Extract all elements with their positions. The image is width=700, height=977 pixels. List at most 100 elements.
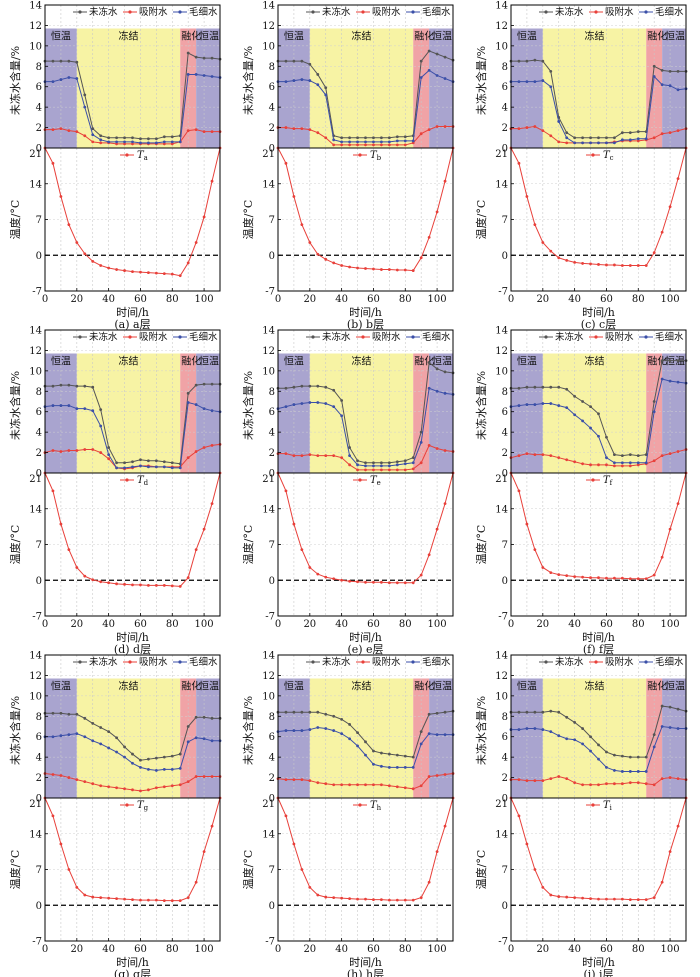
stage-label: 恒温 <box>51 29 71 42</box>
data-point <box>628 770 632 773</box>
data-point <box>668 359 672 363</box>
data-point <box>356 140 359 144</box>
data-point <box>581 896 584 900</box>
data-point <box>517 814 521 818</box>
x-axis-label: 时间/h <box>349 631 382 644</box>
y-tick-label: 10 <box>495 41 508 52</box>
data-point <box>115 136 118 140</box>
data-point <box>292 778 296 782</box>
data-point <box>332 454 336 458</box>
data-point <box>387 136 391 140</box>
data-point <box>435 367 439 371</box>
x-tick-label: 100 <box>428 619 447 630</box>
y-tick-label: 0 <box>269 144 275 155</box>
data-point <box>178 584 182 588</box>
y-tick-label: 14 <box>262 651 275 662</box>
data-point <box>316 384 320 388</box>
legend-marker <box>361 660 365 664</box>
data-point <box>348 446 351 449</box>
data-point <box>419 742 423 746</box>
data-point <box>316 131 320 135</box>
data-point <box>91 127 95 130</box>
data-point <box>620 461 624 465</box>
data-point <box>668 726 672 729</box>
data-point <box>348 579 351 583</box>
data-point <box>372 143 375 147</box>
data-point <box>75 384 79 388</box>
x-tick-label: 60 <box>600 294 613 305</box>
data-point <box>557 456 561 460</box>
data-point <box>380 136 383 140</box>
data-point <box>597 141 600 145</box>
data-point <box>443 391 447 395</box>
data-point <box>154 756 158 760</box>
data-point <box>162 135 166 139</box>
data-point <box>131 460 134 464</box>
data-point <box>83 448 87 451</box>
legend-marker <box>128 10 132 14</box>
data-point <box>123 745 126 749</box>
y-tick-label: 7 <box>502 865 508 876</box>
data-point <box>525 452 529 455</box>
y-tick-label: 14 <box>29 1 42 12</box>
legend-marker <box>594 10 598 14</box>
water-axis-label: 未冻水含量/% <box>8 371 22 440</box>
stage-band <box>309 28 414 148</box>
data-point <box>573 781 577 785</box>
data-point <box>652 896 656 899</box>
stage-band <box>542 28 647 148</box>
data-point <box>308 384 312 388</box>
data-point <box>581 462 584 466</box>
panel-caption: (e) e层 <box>347 643 383 656</box>
temp-legend-entry: Ti <box>603 800 613 812</box>
stage-band <box>196 678 220 798</box>
data-point <box>435 125 439 128</box>
data-point <box>194 715 198 719</box>
data-point <box>308 453 312 457</box>
data-point <box>348 897 351 901</box>
data-point <box>581 783 584 787</box>
x-tick-label: 100 <box>195 294 214 305</box>
data-point <box>403 898 407 902</box>
data-point <box>589 262 592 266</box>
data-point <box>324 385 328 389</box>
x-tick-label: 60 <box>134 294 147 305</box>
data-point <box>162 583 166 587</box>
data-point <box>676 707 680 711</box>
data-point <box>91 133 95 137</box>
data-point <box>435 447 439 450</box>
data-point <box>387 765 391 769</box>
legend-marker <box>594 335 598 339</box>
data-point <box>565 574 569 578</box>
data-point <box>284 452 288 455</box>
data-point <box>427 361 431 365</box>
y-tick-label: 14 <box>29 179 42 190</box>
x-tick-label: 100 <box>195 944 214 955</box>
y-tick-label: 10 <box>495 691 508 702</box>
data-point <box>676 450 680 453</box>
data-point <box>83 105 87 109</box>
data-point <box>652 573 656 577</box>
data-point <box>387 464 391 468</box>
data-point <box>340 578 344 582</box>
data-point <box>660 704 664 708</box>
data-point <box>75 77 79 80</box>
data-point <box>292 454 296 458</box>
data-point <box>139 137 142 141</box>
legend-marker <box>358 803 362 807</box>
stage-label: 恒温 <box>199 29 219 42</box>
data-point <box>660 454 664 458</box>
data-point <box>435 74 439 77</box>
legend-marker <box>78 335 82 339</box>
y-tick-label: 14 <box>495 651 508 662</box>
data-point <box>605 141 608 145</box>
data-point <box>676 359 680 363</box>
data-point <box>652 459 656 463</box>
stage-label: 恒温 <box>432 679 452 692</box>
data-point <box>67 712 71 716</box>
data-point <box>123 269 126 272</box>
y-tick-label: 10 <box>495 366 508 377</box>
data-point <box>541 728 545 731</box>
x-tick-label: 20 <box>70 619 83 630</box>
temp-legend-entry: Tg <box>137 800 149 812</box>
